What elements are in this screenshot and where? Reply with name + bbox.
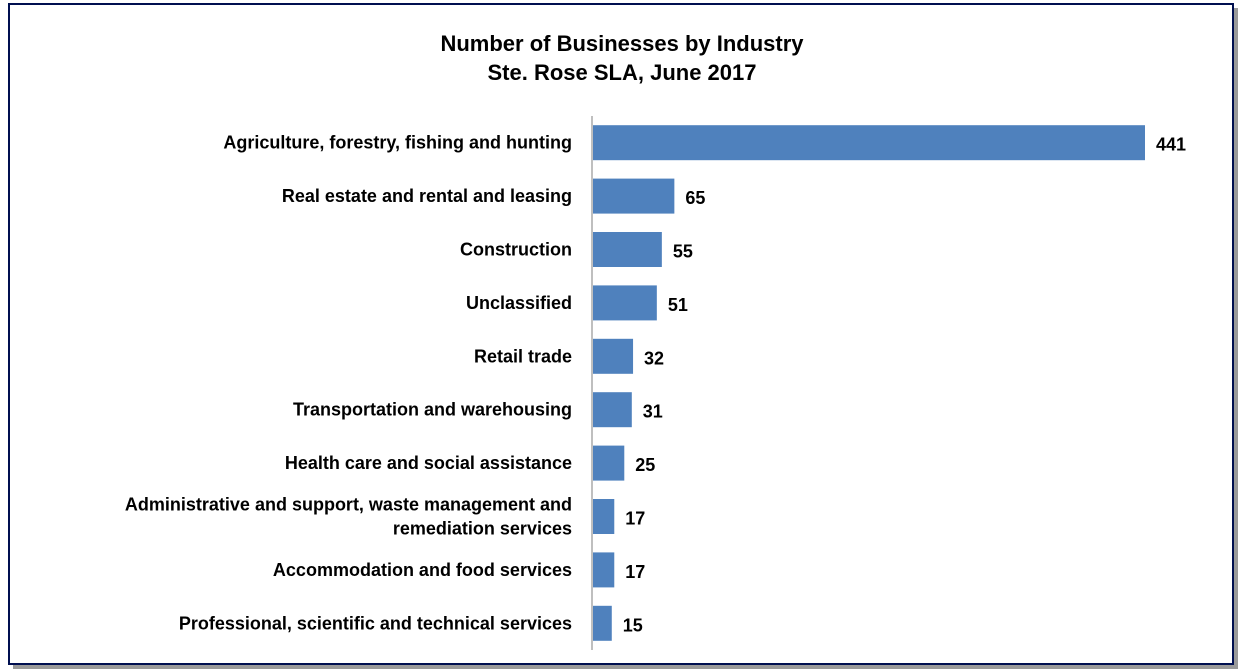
data-label-9: 15	[623, 615, 643, 635]
data-label-7: 17	[625, 509, 645, 529]
category-label-4: Retail trade	[474, 346, 572, 366]
category-label-8: Accommodation and food services	[273, 560, 572, 580]
bar-3	[593, 285, 657, 321]
bar-4	[593, 338, 634, 374]
bar-5	[593, 392, 632, 428]
bar-1	[593, 178, 675, 214]
category-label-7-line-1: remediation services	[393, 519, 572, 539]
category-label-5: Transportation and warehousing	[293, 400, 572, 420]
category-label-2: Construction	[460, 240, 572, 260]
data-label-6: 25	[635, 455, 655, 475]
frame-shadow-bottom	[13, 665, 1238, 669]
bar-8	[593, 552, 615, 588]
chart-frame	[8, 3, 1234, 665]
bar-0	[593, 125, 1145, 161]
data-label-5: 31	[643, 402, 663, 422]
data-label-2: 55	[673, 242, 693, 262]
category-label-9: Professional, scientific and technical s…	[179, 613, 572, 633]
chart-marks: 441 Agriculture, forestry, fishing and hu…	[125, 125, 1186, 641]
frame-shadow-right	[1234, 8, 1238, 668]
category-label-0: Agriculture, forestry, fishing and hunti…	[223, 133, 572, 153]
bar-7	[593, 499, 615, 534]
data-label-4: 32	[644, 348, 664, 368]
data-label-8: 17	[625, 562, 645, 582]
category-label-1: Real estate and rental and leasing	[282, 186, 572, 206]
bar-6	[593, 445, 625, 481]
bar-9	[593, 605, 612, 641]
category-label-6: Health care and social assistance	[285, 453, 572, 473]
data-label-1: 65	[685, 188, 705, 208]
chart-subtitle: Ste. Rose SLA, June 2017	[488, 60, 757, 85]
bar-2	[593, 232, 662, 267]
category-label-7-line-0: Administrative and support, waste manage…	[125, 495, 572, 515]
category-label-3: Unclassified	[466, 293, 572, 313]
data-label-0: 441	[1156, 135, 1186, 155]
data-label-3: 51	[668, 295, 688, 315]
chart-title: Number of Businesses by Industry	[440, 31, 804, 56]
